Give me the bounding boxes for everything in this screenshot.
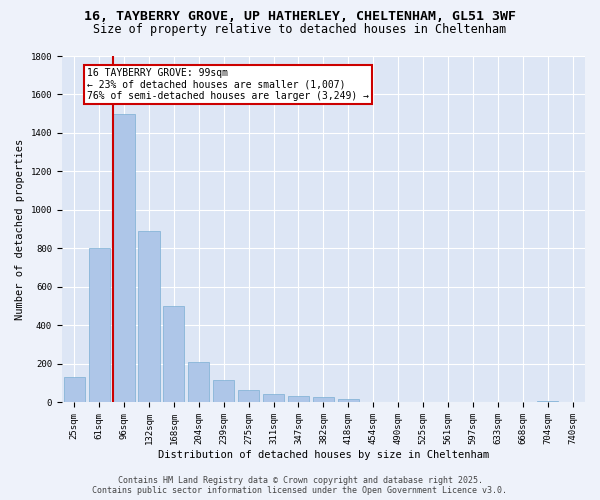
X-axis label: Distribution of detached houses by size in Cheltenham: Distribution of detached houses by size … xyxy=(158,450,489,460)
Bar xyxy=(113,114,134,403)
Bar xyxy=(163,306,184,402)
Bar xyxy=(213,380,235,402)
Text: Contains HM Land Registry data © Crown copyright and database right 2025.
Contai: Contains HM Land Registry data © Crown c… xyxy=(92,476,508,495)
Bar xyxy=(288,396,309,402)
Text: 16 TAYBERRY GROVE: 99sqm
← 23% of detached houses are smaller (1,007)
76% of sem: 16 TAYBERRY GROVE: 99sqm ← 23% of detach… xyxy=(86,68,368,100)
Bar xyxy=(263,394,284,402)
Bar xyxy=(537,400,558,402)
Y-axis label: Number of detached properties: Number of detached properties xyxy=(15,138,25,320)
Bar xyxy=(238,390,259,402)
Bar xyxy=(139,231,160,402)
Bar xyxy=(338,398,359,402)
Bar xyxy=(313,398,334,402)
Bar xyxy=(64,378,85,402)
Bar xyxy=(188,362,209,403)
Text: 16, TAYBERRY GROVE, UP HATHERLEY, CHELTENHAM, GL51 3WF: 16, TAYBERRY GROVE, UP HATHERLEY, CHELTE… xyxy=(84,10,516,23)
Text: Size of property relative to detached houses in Cheltenham: Size of property relative to detached ho… xyxy=(94,22,506,36)
Bar xyxy=(89,248,110,402)
